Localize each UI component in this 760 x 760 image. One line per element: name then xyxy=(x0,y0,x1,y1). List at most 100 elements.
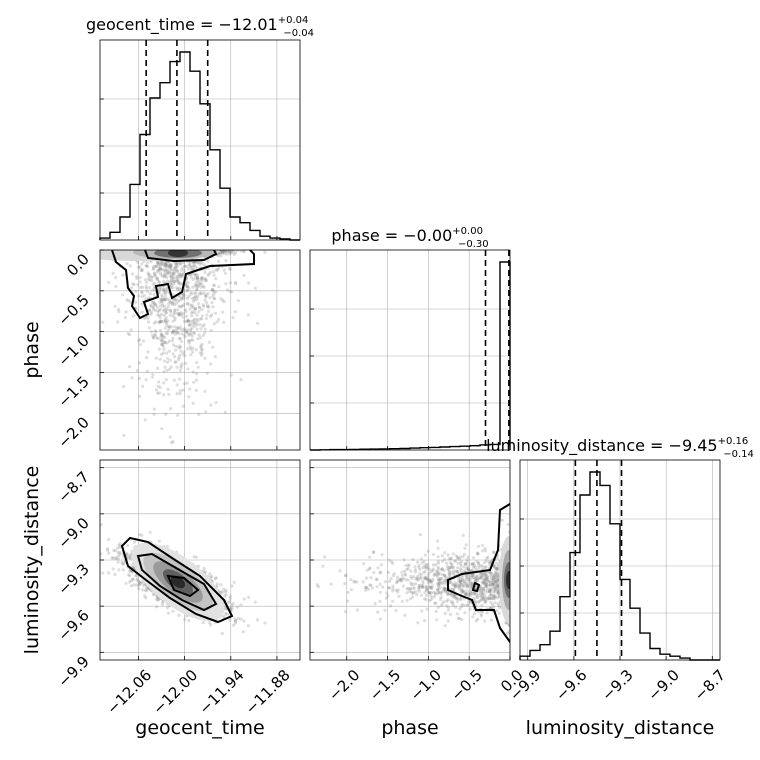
sample-point-1-0-1398 xyxy=(159,319,163,323)
sample-point-1-0-1396 xyxy=(169,268,173,272)
sample-point-1-0-377 xyxy=(197,282,201,286)
sample-point-2-1-173 xyxy=(458,597,462,601)
sample-point-1-0-447 xyxy=(195,273,199,277)
sample-point-1-0-78 xyxy=(178,336,182,340)
sample-point-2-1-134 xyxy=(475,578,479,582)
sample-point-1-0-732 xyxy=(178,275,182,279)
sample-point-2-0-155 xyxy=(231,623,235,627)
sample-point-2-0-710 xyxy=(194,555,198,559)
sample-point-1-0-181 xyxy=(159,333,164,337)
sample-point-1-0-136 xyxy=(212,289,216,293)
sample-point-1-0-1469 xyxy=(173,360,177,364)
sample-point-2-1-132 xyxy=(464,562,468,566)
sample-point-1-0-958 xyxy=(162,313,166,317)
histogram-luminosity-distance xyxy=(519,471,720,661)
sample-point-2-0-1724 xyxy=(121,568,125,572)
sample-point-2-0-401 xyxy=(219,583,223,587)
sample-point-1-0-921 xyxy=(186,319,190,323)
sample-point-1-0-456 xyxy=(141,339,146,343)
sample-point-1-0-1781 xyxy=(167,261,171,265)
sample-point-1-0-1562 xyxy=(164,308,168,312)
sample-point-1-0-86 xyxy=(190,297,194,301)
sample-point-1-0-935 xyxy=(189,265,194,270)
sample-point-1-0-1706 xyxy=(192,263,196,268)
sample-point-1-0-764 xyxy=(169,280,173,285)
sample-point-1-0-1383 xyxy=(231,316,235,320)
sample-point-1-0-1739 xyxy=(193,317,197,321)
sample-point-1-0-1232 xyxy=(199,285,203,289)
sample-point-1-0-1985 xyxy=(233,310,237,314)
sample-point-1-0-1764 xyxy=(162,340,166,344)
sample-point-2-0-1849 xyxy=(224,611,228,615)
sample-point-2-1-356 xyxy=(485,576,489,581)
sample-point-1-0-188 xyxy=(176,311,180,315)
sample-point-2-0-153 xyxy=(138,582,142,586)
sample-point-2-0-1072 xyxy=(128,555,132,559)
sample-point-1-0-2018 xyxy=(253,286,257,290)
sample-point-2-1-122 xyxy=(482,598,486,602)
sample-point-2-1-297 xyxy=(477,600,481,604)
sample-point-1-0-854 xyxy=(140,269,144,273)
sample-point-2-1-340 xyxy=(415,578,419,582)
sample-point-2-0-1502 xyxy=(171,609,175,613)
sample-point-2-0-1480 xyxy=(223,607,227,611)
sample-point-2-1-184 xyxy=(424,576,428,581)
sample-point-1-0-1085 xyxy=(186,367,190,371)
sample-point-1-0-1204 xyxy=(165,264,169,268)
sample-point-2-0-537 xyxy=(129,579,133,583)
sample-point-1-0-1780 xyxy=(168,313,172,317)
sample-point-1-0-1119 xyxy=(160,352,164,356)
sample-point-1-0-2133 xyxy=(145,369,149,373)
sample-point-1-0-823 xyxy=(160,342,164,346)
sample-point-1-0-972 xyxy=(166,319,170,323)
sample-point-1-0-408 xyxy=(200,348,204,352)
sample-point-1-0-1747 xyxy=(144,264,148,268)
sample-point-1-0-1668 xyxy=(172,343,176,347)
sample-point-2-1-314 xyxy=(451,565,455,569)
sample-point-1-0-1130 xyxy=(166,324,171,328)
sample-point-2-0-1950 xyxy=(118,550,122,555)
sample-point-2-0-1836 xyxy=(202,566,206,571)
sample-point-1-0-22 xyxy=(147,296,151,300)
sample-point-1-0-2150 xyxy=(145,355,149,360)
sample-point-1-0-673 xyxy=(125,262,129,266)
sample-point-1-0-158 xyxy=(157,313,161,317)
sample-point-1-0-2161 xyxy=(188,345,192,349)
sample-point-1-0-537 xyxy=(129,328,133,332)
sample-point-2-0-1224 xyxy=(113,572,117,577)
sample-point-1-0-1997 xyxy=(235,250,239,253)
sample-point-1-0-387 xyxy=(136,260,140,265)
sample-point-1-0-1633 xyxy=(161,295,165,299)
sample-point-2-1-271 xyxy=(451,582,455,587)
sample-point-1-0-1934 xyxy=(155,277,159,281)
sample-point-1-0-517 xyxy=(199,327,203,331)
sample-point-1-0-724 xyxy=(101,320,105,324)
sample-point-1-0-2192 xyxy=(156,260,160,264)
sample-point-1-0-100 xyxy=(169,265,173,269)
sample-point-1-0-148 xyxy=(216,254,220,258)
sample-point-2-1-398 xyxy=(481,595,485,599)
sample-point-1-0-1266 xyxy=(146,350,150,354)
sample-point-2-1-358 xyxy=(500,518,504,522)
sample-point-1-0-1167 xyxy=(191,322,195,326)
sample-point-1-0-355 xyxy=(156,384,160,388)
sample-point-1-0-2016 xyxy=(155,270,159,274)
sample-point-1-0-1606 xyxy=(172,271,176,275)
sample-point-1-0-225 xyxy=(177,287,181,291)
sample-point-1-0-672 xyxy=(148,273,152,277)
sample-point-1-0-2119 xyxy=(211,305,215,309)
sample-point-1-0-79 xyxy=(131,272,135,276)
sample-point-1-0-2070 xyxy=(222,251,226,256)
sample-point-1-0-538 xyxy=(195,297,199,301)
sample-point-1-0-1269 xyxy=(209,270,213,274)
sample-point-2-1-158 xyxy=(443,586,447,590)
sample-point-2-1-418 xyxy=(475,576,479,580)
sample-point-1-0-1851 xyxy=(122,433,126,437)
sample-point-2-0-959 xyxy=(121,562,126,566)
sample-point-1-0-2181 xyxy=(156,260,160,264)
sample-point-2-1-509 xyxy=(424,593,428,598)
histogram-phase xyxy=(310,261,511,451)
sample-point-1-0-96 xyxy=(195,317,199,321)
sample-point-1-0-1750 xyxy=(179,262,183,266)
sample-point-1-0-864 xyxy=(211,283,216,287)
